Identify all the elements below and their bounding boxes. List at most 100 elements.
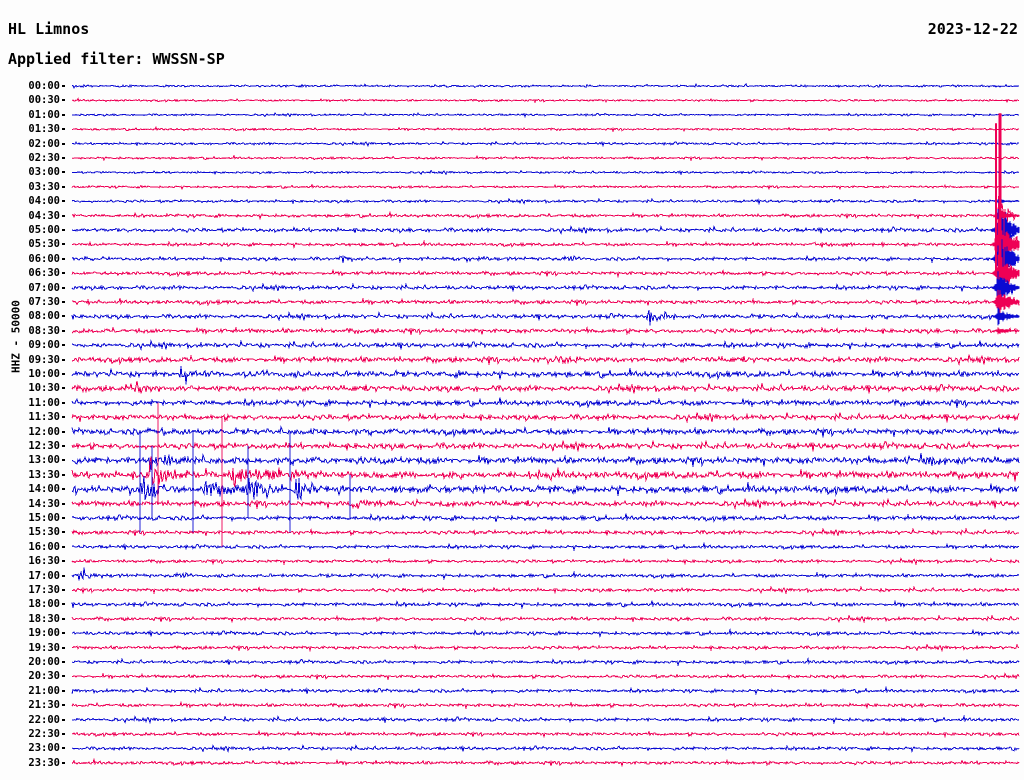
trace-row <box>71 309 1020 326</box>
trace-row <box>71 452 1020 473</box>
time-label: 03:30 <box>28 180 60 193</box>
time-label: 15:00 <box>28 512 60 524</box>
time-label: 11:30 <box>28 411 60 424</box>
axis-tick <box>62 761 65 764</box>
axis-tick <box>62 661 65 663</box>
time-label: 08:30 <box>28 324 60 337</box>
axis-tick <box>62 243 65 246</box>
axis-tick <box>62 718 65 721</box>
axis-tick <box>62 387 65 390</box>
trace-row <box>71 425 1020 438</box>
time-label: 06:30 <box>28 267 60 280</box>
time-label: 09:30 <box>28 353 60 366</box>
trace-row <box>71 154 1020 162</box>
axis-tick <box>62 272 65 275</box>
axis-tick <box>62 675 65 678</box>
time-label: 22:30 <box>28 728 60 740</box>
time-label: 08:00 <box>28 310 60 323</box>
axis-tick <box>62 704 65 707</box>
trace-row <box>71 672 1020 681</box>
axis-tick <box>62 459 65 462</box>
time-label: 17:30 <box>28 584 60 596</box>
axis-tick <box>62 373 65 375</box>
time-label: 07:30 <box>28 296 60 308</box>
time-label: 19:00 <box>28 627 60 640</box>
time-label: 06:00 <box>28 252 60 265</box>
axis-tick <box>62 488 65 491</box>
trace-row <box>71 365 1020 385</box>
time-label: 10:00 <box>28 368 60 380</box>
trace-row <box>71 82 1020 89</box>
trace-row <box>71 354 1020 367</box>
axis-tick <box>62 257 65 260</box>
date-label: 2023-12-22 <box>927 20 1018 38</box>
axis-tick <box>62 646 65 649</box>
trace-row <box>71 729 1020 739</box>
trace-row <box>71 512 1020 523</box>
axis-tick <box>62 401 65 404</box>
time-label: 01:00 <box>28 108 60 121</box>
trace-row <box>71 197 1020 206</box>
trace-row <box>71 541 1020 552</box>
axis-tick <box>62 747 65 750</box>
trace-row <box>71 212 1020 242</box>
time-label: 13:00 <box>28 454 60 467</box>
trace-row <box>71 226 1020 274</box>
time-label: 05:30 <box>28 238 60 251</box>
trace-row <box>71 112 1020 119</box>
axis-tick <box>62 99 65 102</box>
swarm-artifact-lines <box>139 402 351 547</box>
time-label: 16:30 <box>28 555 60 568</box>
axis-tick <box>62 171 65 174</box>
axis-tick <box>62 589 65 591</box>
axis-tick <box>62 502 65 505</box>
axis-tick <box>62 85 65 87</box>
time-label: 21:30 <box>28 699 60 712</box>
axis-tick <box>62 430 65 433</box>
trace-row <box>71 140 1020 148</box>
trace-row <box>71 277 1020 296</box>
axis-tick <box>62 214 65 217</box>
axis-tick <box>62 574 65 577</box>
trace-row <box>71 599 1020 610</box>
time-label: 04:30 <box>28 209 60 222</box>
axis-tick <box>62 560 65 563</box>
time-label: 12:00 <box>28 425 60 438</box>
axis-tick <box>62 301 65 303</box>
axis-tick <box>62 603 65 606</box>
trace-row <box>71 498 1020 511</box>
axis-tick <box>62 113 65 116</box>
time-label: 11:00 <box>28 396 60 409</box>
time-label: 13:30 <box>28 468 60 481</box>
axis-tick <box>62 229 65 231</box>
axis-tick <box>62 358 65 361</box>
axis-tick <box>62 200 65 203</box>
axis-tick <box>62 517 65 519</box>
trace-row <box>71 169 1020 176</box>
trace-row <box>71 243 1020 268</box>
time-label: 18:00 <box>28 598 60 611</box>
trace-row <box>71 262 1020 287</box>
time-label: 12:30 <box>28 440 60 452</box>
time-label: 16:00 <box>28 540 60 553</box>
trace-plot-area: 00:00 00:30 01:00 01:30 02:00 02:30 03:00 03:30… <box>0 76 1024 776</box>
trace-row <box>71 125 1020 133</box>
trace-row <box>71 397 1020 409</box>
time-label: 00:30 <box>28 94 60 107</box>
axis-tick <box>62 632 65 635</box>
time-label: 02:00 <box>28 137 60 150</box>
axis-tick <box>62 142 65 145</box>
trace-row <box>71 643 1020 653</box>
axis-tick <box>62 416 65 419</box>
trace-row <box>71 714 1020 725</box>
trace-row <box>71 339 1020 351</box>
trace-row <box>71 411 1020 424</box>
time-label: 01:30 <box>28 123 60 136</box>
trace-row <box>71 475 1020 501</box>
time-label: 21:00 <box>28 684 60 697</box>
trace-row <box>71 567 1020 581</box>
time-label: 19:30 <box>28 641 60 654</box>
trace-row <box>71 380 1020 394</box>
trace-row <box>71 557 1020 566</box>
time-label: 04:00 <box>28 195 60 208</box>
